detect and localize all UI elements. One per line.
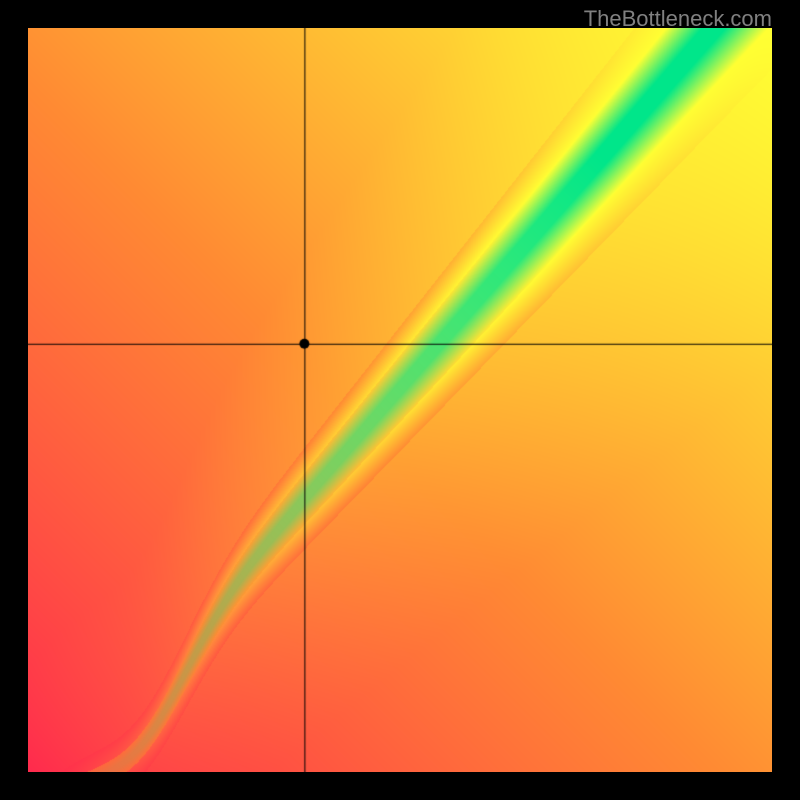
watermark-text: TheBottleneck.com: [584, 6, 772, 32]
heatmap-canvas: [28, 28, 772, 772]
chart-container: TheBottleneck.com: [0, 0, 800, 800]
heatmap-plot: [28, 28, 772, 772]
